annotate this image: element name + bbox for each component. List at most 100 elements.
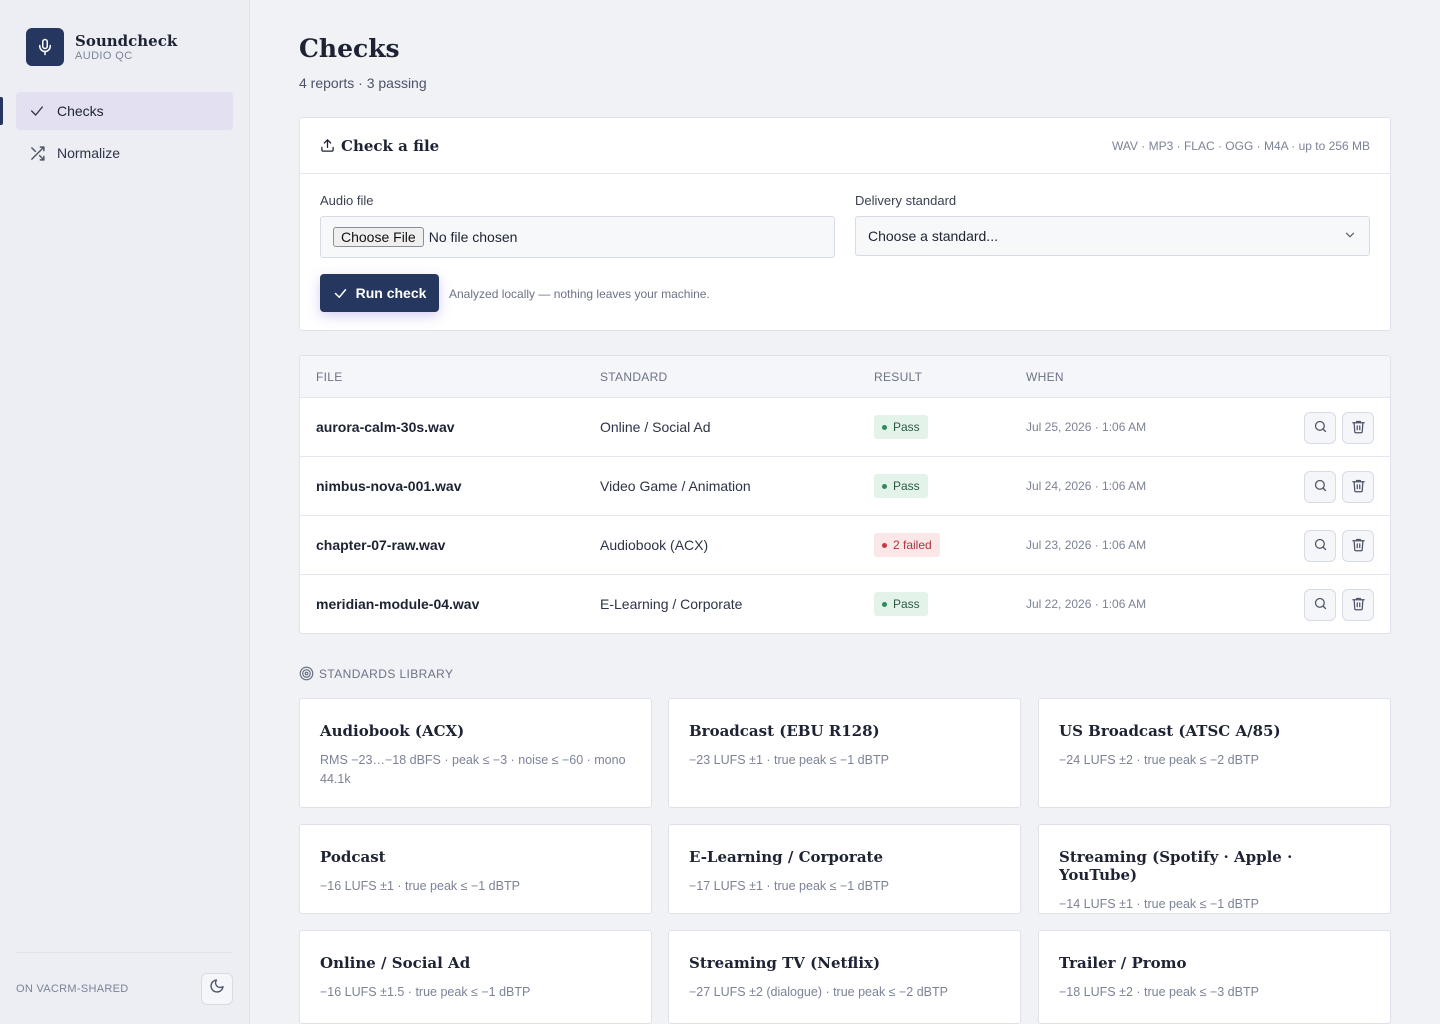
theme-toggle-button[interactable] — [201, 972, 233, 1005]
row-standard: Video Game / Animation — [600, 478, 751, 494]
check-icon — [333, 286, 348, 301]
table-row[interactable]: chapter-07-raw.wav Audiobook (ACX) 2 fai… — [300, 516, 1390, 575]
supported-formats: WAV · MP3 · FLAC · OGG · M4A · up to 256… — [1111, 138, 1370, 153]
reports-table: FILE STANDARD RESULT WHEN aurora-calm-30… — [299, 355, 1391, 634]
standard-name: Audiobook (ACX) — [320, 722, 465, 740]
table-row[interactable]: meridian-module-04.wav E-Learning / Corp… — [300, 575, 1390, 633]
brand-subtitle: AUDIO QC — [75, 49, 133, 62]
standard-desc: −16 LUFS ±1.5 · true peak ≤ −1 dBTP — [320, 985, 531, 999]
select-value: Choose a standard... — [868, 228, 998, 244]
column-header-result[interactable]: RESULT — [874, 370, 923, 384]
standard-desc: −24 LUFS ±2 · true peak ≤ −2 dBTP — [1059, 753, 1259, 767]
target-icon — [299, 666, 314, 681]
status-badge: 2 failed — [874, 533, 940, 557]
search-icon — [1313, 419, 1328, 437]
run-check-button[interactable]: Run check — [320, 274, 439, 312]
table-row[interactable]: aurora-calm-30s.wav Online / Social Ad P… — [300, 398, 1390, 457]
row-standard: Online / Social Ad — [600, 419, 711, 435]
standard-name: US Broadcast (ATSC A/85) — [1059, 722, 1281, 740]
standards-library-heading: STANDARDS LIBRARY — [299, 666, 453, 681]
standard-desc: −27 LUFS ±2 (dialogue) · true peak ≤ −2 … — [689, 985, 948, 999]
file-status: No file chosen — [428, 229, 518, 245]
trash-icon — [1351, 596, 1366, 614]
standard-card[interactable]: Streaming TV (Netflix) −27 LUFS ±2 (dial… — [668, 930, 1021, 1024]
check-file-title-wrap: Check a file — [320, 137, 439, 155]
table-row[interactable]: nimbus-nova-001.wav Video Game / Animati… — [300, 457, 1390, 516]
workspace-label: ON VACRM-SHARED — [16, 982, 129, 995]
row-actions — [1304, 412, 1374, 444]
audio-file-label: Audio file — [320, 193, 374, 208]
delivery-standard-label: Delivery standard — [855, 193, 957, 208]
chevron-down-icon — [1343, 228, 1357, 245]
row-file: nimbus-nova-001.wav — [316, 478, 462, 494]
standard-name: Broadcast (EBU R128) — [689, 722, 880, 740]
choose-file-button[interactable]: Choose File — [333, 227, 424, 247]
standards-library-title: STANDARDS LIBRARY — [319, 666, 454, 681]
run-check-label: Run check — [355, 285, 427, 301]
audio-file-input[interactable]: Choose File No file chosen — [320, 216, 835, 258]
view-report-button[interactable] — [1304, 412, 1336, 444]
active-indicator — [0, 97, 3, 125]
page-subtitle: 4 reports · 3 passing — [299, 75, 427, 91]
row-result: Pass — [874, 592, 928, 616]
delete-report-button[interactable] — [1342, 589, 1374, 621]
column-header-standard[interactable]: STANDARD — [600, 370, 668, 384]
standard-card[interactable]: Online / Social Ad −16 LUFS ±1.5 · true … — [299, 930, 652, 1024]
row-standard: E-Learning / Corporate — [600, 596, 743, 612]
delete-report-button[interactable] — [1342, 530, 1374, 562]
page-title: Checks — [299, 34, 400, 63]
row-result: Pass — [874, 474, 928, 498]
standard-card[interactable]: Broadcast (EBU R128) −23 LUFS ±1 · true … — [668, 698, 1021, 808]
status-badge: Pass — [874, 592, 928, 616]
sidebar-item-normalize[interactable]: Normalize — [16, 134, 233, 172]
delete-report-button[interactable] — [1342, 412, 1374, 444]
status-dot — [882, 601, 887, 607]
standard-desc: −18 LUFS ±2 · true peak ≤ −3 dBTP — [1059, 985, 1259, 999]
standard-name: Streaming (Spotify · Apple · YouTube) — [1059, 848, 1293, 884]
row-result: Pass — [874, 415, 928, 439]
standard-desc: −17 LUFS ±1 · true peak ≤ −1 dBTP — [689, 879, 889, 893]
sidebar-item-checks[interactable]: Checks — [16, 92, 233, 130]
status-text: Pass — [893, 479, 920, 493]
trash-icon — [1351, 478, 1366, 496]
status-badge: Pass — [874, 474, 928, 498]
shuffle-icon — [28, 144, 46, 162]
status-dot — [882, 424, 887, 430]
search-icon — [1313, 537, 1328, 555]
view-report-button[interactable] — [1304, 471, 1336, 503]
status-badge: Pass — [874, 415, 928, 439]
trash-icon — [1351, 419, 1366, 437]
delivery-standard-select[interactable]: Choose a standard... — [855, 216, 1370, 256]
table-header: FILE STANDARD RESULT WHEN — [300, 356, 1390, 398]
row-file: aurora-calm-30s.wav — [316, 419, 455, 435]
status-text: Pass — [893, 420, 920, 434]
standard-name: E-Learning / Corporate — [689, 848, 884, 866]
standard-card[interactable]: US Broadcast (ATSC A/85) −24 LUFS ±2 · t… — [1038, 698, 1391, 808]
standard-desc: −14 LUFS ±1 · true peak ≤ −1 dBTP — [1059, 897, 1259, 911]
status-dot — [882, 542, 887, 548]
brand-name: Soundcheck — [75, 31, 178, 50]
row-file: chapter-07-raw.wav — [316, 537, 446, 553]
upload-icon — [320, 138, 335, 153]
privacy-note: Analyzed locally — nothing leaves your m… — [449, 287, 710, 301]
standard-card[interactable]: Podcast −16 LUFS ±1 · true peak ≤ −1 dBT… — [299, 824, 652, 914]
standard-card[interactable]: Trailer / Promo −18 LUFS ±2 · true peak … — [1038, 930, 1391, 1024]
row-standard: Audiobook (ACX) — [600, 537, 709, 553]
row-when: Jul 22, 2026 · 1:06 AM — [1026, 597, 1147, 611]
row-when: Jul 25, 2026 · 1:06 AM — [1026, 420, 1147, 434]
check-file-title: Check a file — [341, 136, 440, 155]
check-file-card: Check a file WAV · MP3 · FLAC · OGG · M4… — [299, 117, 1391, 331]
standard-card[interactable]: E-Learning / Corporate −17 LUFS ±1 · tru… — [668, 824, 1021, 914]
standard-card[interactable]: Audiobook (ACX) RMS −23…−18 dBFS · peak … — [299, 698, 652, 808]
column-header-file[interactable]: FILE — [316, 370, 343, 384]
column-header-when[interactable]: WHEN — [1026, 370, 1064, 384]
view-report-button[interactable] — [1304, 589, 1336, 621]
sidebar-item-label: Checks — [57, 103, 104, 119]
sidebar-item-label: Normalize — [57, 145, 121, 161]
delete-report-button[interactable] — [1342, 471, 1374, 503]
brand[interactable]: Soundcheck AUDIO QC — [26, 28, 177, 66]
view-report-button[interactable] — [1304, 530, 1336, 562]
trash-icon — [1351, 537, 1366, 555]
standard-card[interactable]: Streaming (Spotify · Apple · YouTube) −1… — [1038, 824, 1391, 914]
check-file-header: Check a file WAV · MP3 · FLAC · OGG · M4… — [300, 118, 1390, 174]
